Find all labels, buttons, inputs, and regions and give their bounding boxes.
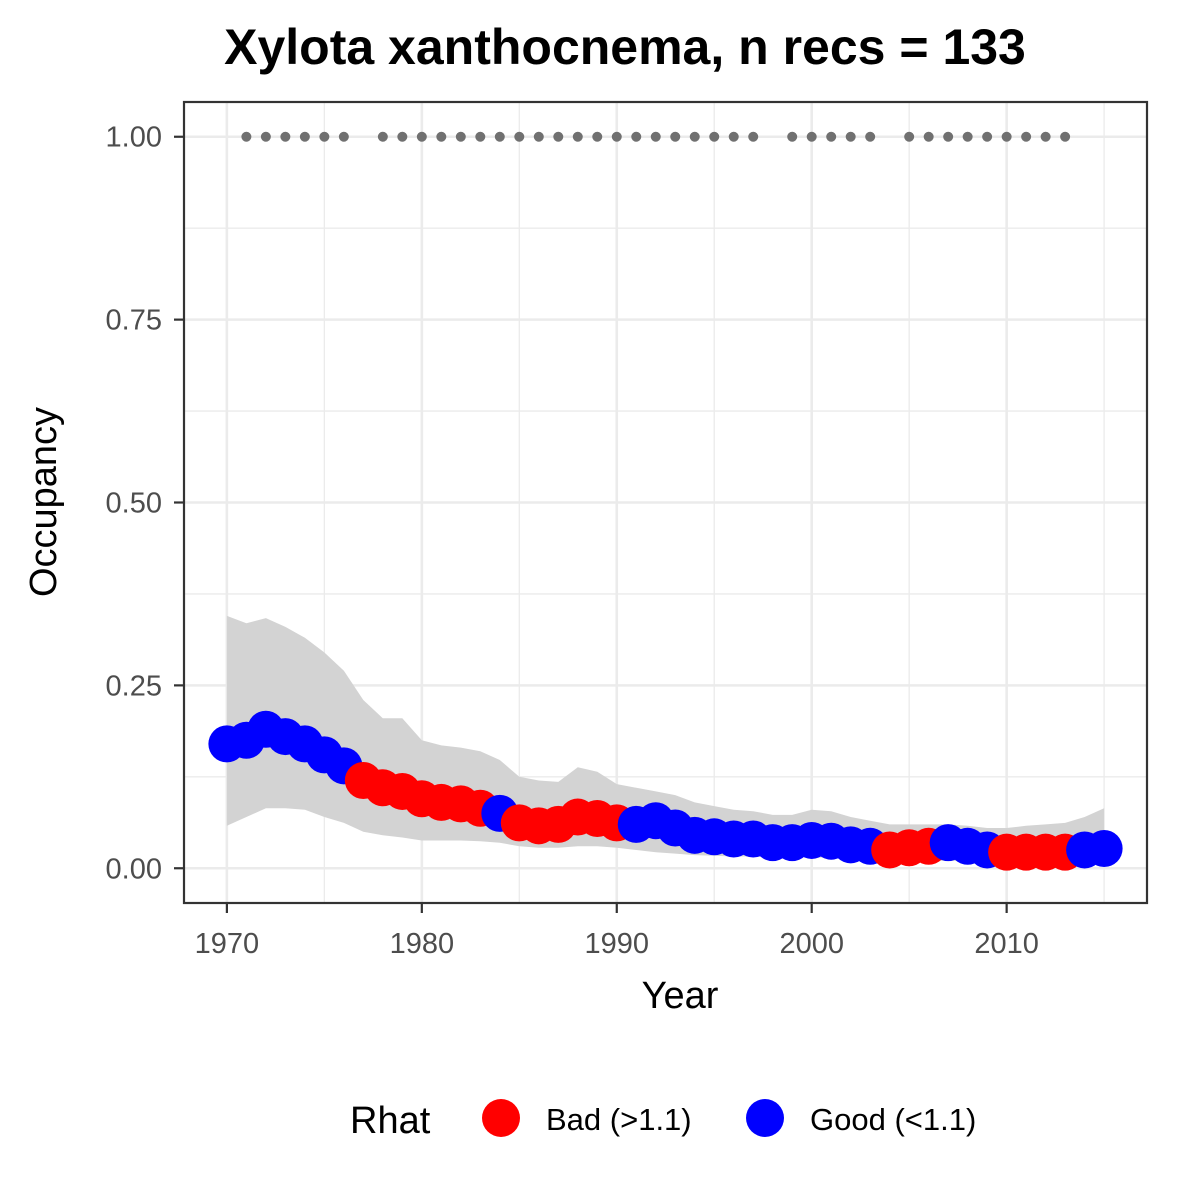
record-dot	[806, 131, 817, 142]
record-dot	[943, 131, 954, 142]
legend-title: Rhat	[350, 1100, 431, 1142]
record-dot	[475, 131, 486, 142]
occupancy-points-layer	[208, 710, 1123, 871]
y-tick-label: 1.00	[106, 122, 162, 154]
y-tick-label: 0.50	[106, 488, 162, 520]
record-dot	[1040, 131, 1051, 142]
x-axis: 1970 1980 1990 2000 2010	[195, 903, 1039, 960]
x-tick-label: 2000	[779, 928, 844, 960]
record-dot	[982, 131, 993, 142]
x-tick-label: 1980	[390, 928, 455, 960]
record-dot	[1021, 131, 1032, 142]
legend: Rhat Bad (>1.1) Good (<1.1)	[350, 1099, 976, 1142]
record-dot	[397, 131, 408, 142]
record-dot	[962, 131, 973, 142]
x-tick-label: 1970	[195, 928, 260, 960]
record-dots-layer	[241, 131, 1071, 142]
record-dot	[436, 131, 447, 142]
record-dot	[514, 131, 525, 142]
record-dot	[455, 131, 466, 142]
record-dot	[650, 131, 661, 142]
x-tick-label: 1990	[585, 928, 650, 960]
legend-label-bad: Bad (>1.1)	[546, 1102, 692, 1137]
record-dot	[280, 131, 291, 142]
y-tick-label: 0.25	[106, 670, 162, 702]
y-axis: 0.00 0.25 0.50 0.75 1.00	[106, 122, 184, 885]
legend-label-good: Good (<1.1)	[810, 1102, 976, 1137]
record-dot	[1060, 131, 1071, 142]
record-dot	[748, 131, 759, 142]
legend-key-good	[746, 1099, 784, 1137]
record-dot	[631, 131, 642, 142]
record-dot	[904, 131, 915, 142]
record-dot	[572, 131, 583, 142]
record-dot	[670, 131, 681, 142]
record-dot	[319, 131, 330, 142]
record-dot	[728, 131, 739, 142]
record-dot	[592, 131, 603, 142]
record-dot	[416, 131, 427, 142]
record-dot	[845, 131, 856, 142]
record-dot	[1001, 131, 1012, 142]
record-dot	[494, 131, 505, 142]
legend-key-bad	[482, 1099, 520, 1137]
x-tick-label: 2010	[974, 928, 1039, 960]
record-dot	[923, 131, 934, 142]
record-dot	[533, 131, 544, 142]
record-dot	[611, 131, 622, 142]
y-axis-title: Occupancy	[23, 407, 65, 597]
record-dot	[338, 131, 349, 142]
record-dot	[787, 131, 798, 142]
record-dot	[241, 131, 252, 142]
record-dot	[826, 131, 837, 142]
record-dot	[689, 131, 700, 142]
record-dot	[709, 131, 720, 142]
chart-title: Xylota xanthocnema, n recs = 133	[224, 19, 1026, 75]
record-dot	[865, 131, 876, 142]
y-tick-label: 0.00	[106, 853, 162, 885]
record-dot	[553, 131, 564, 142]
record-dot	[377, 131, 388, 142]
x-axis-title: Year	[642, 975, 719, 1017]
record-dot	[260, 131, 271, 142]
occupancy-point-good	[1085, 830, 1123, 868]
y-tick-label: 0.75	[106, 305, 162, 337]
record-dot	[299, 131, 310, 142]
